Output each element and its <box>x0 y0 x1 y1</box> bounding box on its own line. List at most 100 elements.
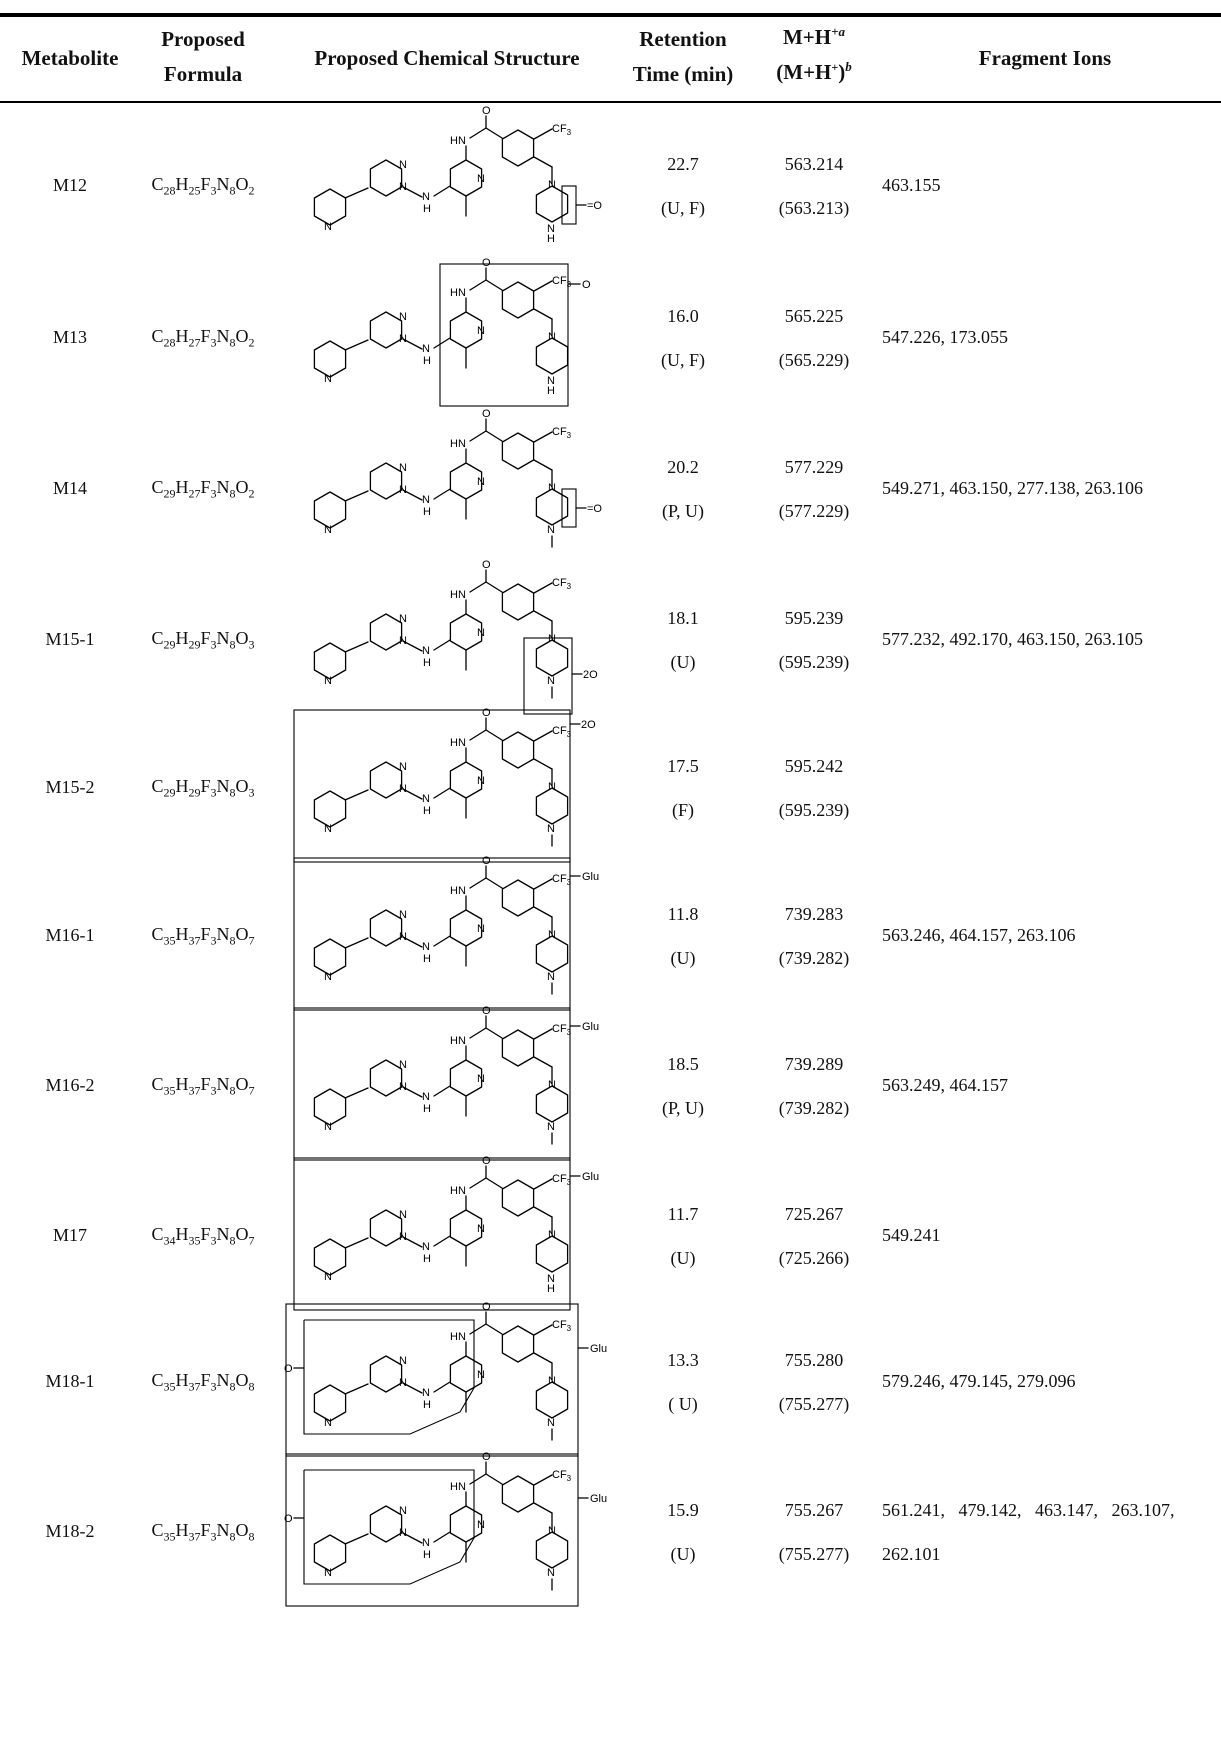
sample-matrix: (P, U) <box>661 1098 704 1118</box>
calculated-mass: (563.213) <box>778 198 850 218</box>
carbonyl-o-label: O <box>482 1451 491 1463</box>
piperazine-n1-label: N <box>548 1525 556 1537</box>
sample-matrix: (U) <box>670 948 696 968</box>
retention-time: 13.3( U) <box>618 1351 748 1413</box>
carbonyl-o-label: O <box>482 1155 491 1167</box>
piperazine-n1-label: N <box>548 781 556 793</box>
header-fragments: Fragment Ions <box>978 46 1112 70</box>
pyrimidine-n1-label: N <box>399 761 407 773</box>
retention-time: 20.2 (P, U) <box>618 458 748 520</box>
molecule-skeleton <box>313 1165 569 1276</box>
whole-molecule-box <box>293 1157 571 1311</box>
cf3-label: CF3 <box>552 1469 572 1483</box>
molecule-skeleton <box>313 1015 569 1145</box>
piperazine-h-label: H <box>547 1283 555 1295</box>
inner-region-box <box>303 1469 475 1585</box>
amine-n-label: N <box>422 793 430 805</box>
amide-hn-label: HN <box>450 438 466 450</box>
molecular-formula: C35H37F3N8O8 <box>151 1520 255 1544</box>
pyrimidine-n2-label: N <box>399 783 407 795</box>
molecular-formula: C29H29F3N8O3 <box>151 776 255 800</box>
piperazine-n1-label: N <box>548 929 556 941</box>
piperazine-n2-label: N <box>547 375 555 387</box>
amide-hn-label: HN <box>450 1035 466 1047</box>
ring-n-label: N <box>477 1369 485 1381</box>
observed-mass: 739.289 (739.282) <box>754 1055 874 1117</box>
observed-mass: 725.267 (725.266) <box>754 1205 874 1267</box>
oxidation-site-box <box>561 488 577 528</box>
fragment-ions: 549.271, 463.150, 277.138, 263.106 <box>882 478 1143 498</box>
pyridine-n-label: N <box>324 1121 332 1133</box>
pyrimidine-n2-label: N <box>399 635 407 647</box>
fragment-ions: 563.249, 464.157 <box>882 1075 1008 1095</box>
header-formula: Proposed Formula <box>161 27 245 86</box>
piperazine-n2-label: N <box>547 1273 555 1285</box>
pyridine-n-label: N <box>324 971 332 983</box>
calculated-mass: (595.239) <box>778 800 850 820</box>
molecule-skeleton <box>313 1311 569 1441</box>
sample-matrix: (U) <box>670 652 696 672</box>
glucuronide-label: Glu <box>582 1021 599 1033</box>
header-structure: Proposed Chemical Structure <box>314 46 580 70</box>
piperazine-n2-label: N <box>547 1121 555 1133</box>
cf3-label: CF3 <box>552 1319 572 1333</box>
fragment-ions: 561.241, 479.142, 463.147, 263.107, 262.1… <box>882 1500 1175 1564</box>
metabolite-id: M18-1 <box>45 1371 95 1391</box>
amide-hn-label: HN <box>450 1481 466 1493</box>
carbonyl-o-label: O <box>482 1005 491 1017</box>
pyridine-n-label: N <box>324 221 332 233</box>
calculated-mass: (577.229) <box>778 501 850 521</box>
calculated-mass: (755.277) <box>778 1544 850 1564</box>
pyrimidine-n1-label: N <box>399 462 407 474</box>
amine-n-label: N <box>422 645 430 657</box>
whole-molecule-box <box>293 1007 571 1161</box>
ring-n-label: N <box>477 627 485 639</box>
whole-molecule-box <box>285 1303 579 1457</box>
molecular-formula: C29H29F3N8O3 <box>151 628 255 652</box>
header-rule <box>0 101 1221 103</box>
observed-mass: 755.280 (755.277) <box>754 1351 874 1413</box>
carbonyl-o-label: O <box>482 257 491 269</box>
retention-time: 11.7 (U) <box>618 1205 748 1267</box>
pyrimidine-n1-label: N <box>399 613 407 625</box>
dioxidation-label: 2O <box>583 669 598 681</box>
fragment-ions: 579.246, 479.145, 279.096 <box>882 1371 1076 1391</box>
header-metabolite: Metabolite <box>21 46 119 70</box>
amide-hn-label: HN <box>450 589 466 601</box>
molecular-formula: C29H27F3N8O2 <box>151 477 255 501</box>
calculated-mass: (755.277) <box>778 1394 850 1414</box>
piperazine-n2-label: N <box>547 1417 555 1429</box>
piperazine-n1-label: N <box>548 633 556 645</box>
molecule-skeleton <box>313 267 569 378</box>
pyrimidine-n2-label: N <box>399 333 407 345</box>
piperazine-n1-label: N <box>548 331 556 343</box>
piperazine-n1-label: N <box>548 482 556 494</box>
amide-hn-label: HN <box>450 885 466 897</box>
table-top-rule <box>0 13 1221 17</box>
pyrimidine-n1-label: N <box>399 909 407 921</box>
piperazine-h-label: H <box>547 233 555 245</box>
pyridine-n-label: N <box>324 524 332 536</box>
pyrimidine-n2-label: N <box>399 1081 407 1093</box>
piperazine-h-label: H <box>547 385 555 397</box>
metabolite-id: M12 <box>52 175 87 195</box>
cf3-label: CF3 <box>552 577 572 591</box>
sample-matrix: (U, F) <box>661 198 705 218</box>
header-mh: M+H+a (M+H+)b <box>754 25 874 83</box>
pyridine-n-label: N <box>324 1417 332 1429</box>
pyridine-n-label: N <box>324 675 332 687</box>
metabolite-id: M13 <box>52 327 87 347</box>
amine-h-label: H <box>423 805 431 817</box>
retention-time: 22.7 (U, F) <box>618 155 748 217</box>
glucuronide-label: Glu <box>582 1171 599 1183</box>
amine-h-label: H <box>423 203 431 215</box>
piperazine-n2-label: N <box>547 675 555 687</box>
retention-time: 11.8 (U) <box>618 905 748 967</box>
observed-mass: 565.225 (565.229) <box>754 307 874 369</box>
amine-n-label: N <box>422 343 430 355</box>
ring-n-label: N <box>477 173 485 185</box>
molecule-skeleton <box>313 865 569 995</box>
